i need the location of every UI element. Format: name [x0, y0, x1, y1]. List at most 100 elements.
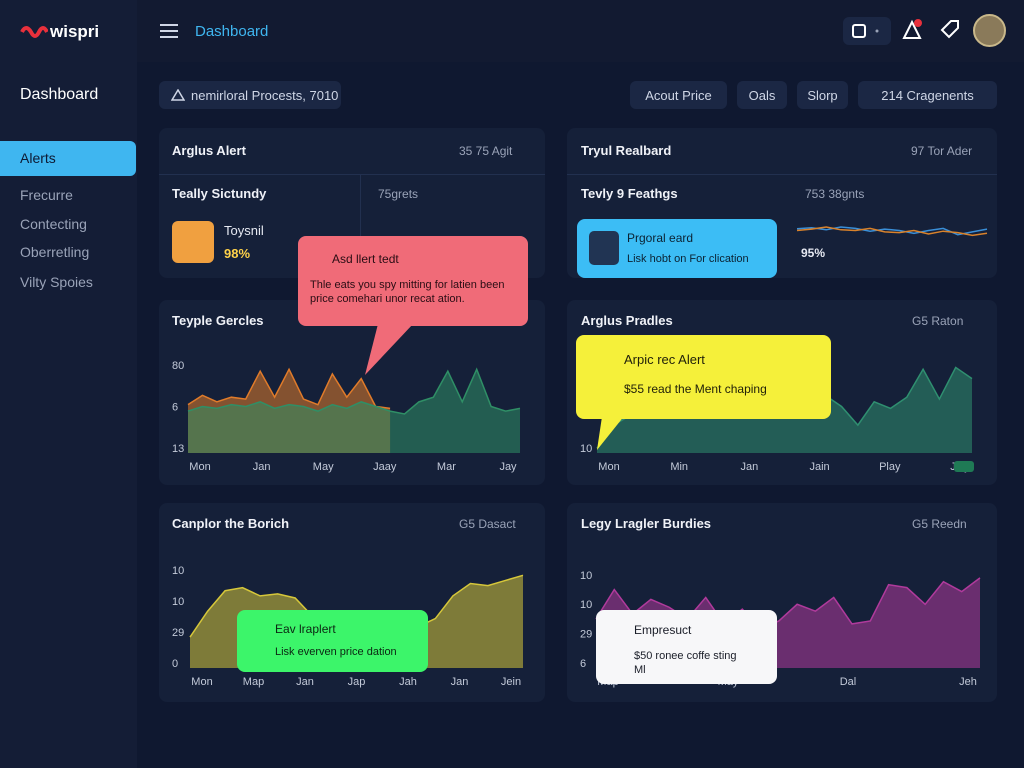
x-tick-label: Min	[670, 461, 688, 473]
panel-title: Canplor the Borich	[172, 516, 290, 531]
x-tick-label: Jan	[296, 676, 314, 688]
person-name: Toysnil	[224, 223, 264, 238]
panel-meta[interactable]: 97 Tor Ader	[911, 144, 973, 158]
popup-title: Eav lraplert	[275, 622, 336, 636]
area-chart: 80 6 13 Mon Jan May Jaay Mar Jay	[172, 360, 521, 473]
chart-panel: Teyple Gercles 80 6 13 Mon Jan May Jaay Mar Jay	[159, 300, 545, 485]
toolbar-button[interactable]: Acout Price	[630, 81, 727, 109]
panel-meta[interactable]: G5 Dasact	[459, 517, 516, 531]
menu-icon[interactable]	[160, 24, 178, 38]
info-card: Prgoral eard Lisk hobt on For clication	[577, 219, 777, 278]
popup-text: Thle eats you spy mitting for latien bee…	[310, 279, 505, 305]
brand: wispri	[50, 22, 100, 41]
nav-item[interactable]: Alerts	[20, 150, 56, 166]
sidebar: wispri Dashboard Alerts Frecurre Contect…	[0, 0, 137, 768]
series-line	[187, 367, 521, 415]
series-line	[595, 577, 981, 630]
y-tick-label: 6	[172, 401, 178, 413]
nav-item[interactable]: Oberretling	[20, 244, 90, 260]
person-percent: 98%	[224, 246, 251, 261]
y-tick-label: 13	[172, 443, 184, 455]
toolbar-button[interactable]: Oals	[737, 81, 787, 109]
alert-popup: Asd llert tedt Thle eats you spy mitting…	[298, 236, 528, 326]
y-tick-label: 10	[172, 565, 184, 577]
section-meta: 753 38gnts	[805, 187, 865, 201]
toggle-icon	[852, 24, 879, 38]
panel-meta[interactable]: G5 Raton	[912, 314, 964, 328]
logo-mark	[20, 26, 48, 38]
series-line	[797, 226, 988, 236]
popup-tail	[365, 324, 413, 375]
series-line	[797, 226, 988, 237]
y-tick-label: 80	[172, 360, 184, 372]
alert-icon[interactable]	[901, 18, 923, 42]
x-tick-label: Jah	[399, 676, 417, 688]
page-title: Dashboard	[195, 23, 269, 40]
chart-panel: Canplor the Borich G5 Dasact 10 10 29 0 Mon M…	[159, 503, 545, 702]
alert-popup: Eav lraplert Lisk everven price dation	[237, 610, 428, 672]
y-tick-label: 0	[172, 658, 178, 670]
panel-meta[interactable]: G5 Reedn	[912, 517, 967, 531]
panel-title: Arglus Pradles	[581, 313, 673, 328]
x-tick-label: Mon	[598, 461, 619, 473]
card-title: Prgoral eard	[627, 231, 694, 245]
section-meta: 75grets	[378, 187, 419, 201]
y-tick-label: 29	[172, 627, 184, 639]
user-avatar[interactable]	[973, 14, 1006, 47]
toggle-button[interactable]	[843, 17, 891, 45]
panel-title: Tryul Realbard	[581, 143, 672, 158]
tag-icon[interactable]	[939, 18, 961, 40]
popup-title: Arpic rec Alert	[624, 352, 705, 367]
y-tick-label: 10	[580, 599, 592, 611]
toolbar-dropdown[interactable]: 214 Cragenents	[858, 81, 997, 109]
popup-title: Asd llert tedt	[332, 252, 399, 266]
panel-title: Legy Lragler Burdies	[581, 516, 712, 531]
popup-tail	[597, 410, 629, 450]
x-tick-label: May	[313, 461, 334, 473]
divider	[159, 174, 545, 175]
popup-title: Empresuct	[634, 623, 692, 637]
x-tick-label: Jain	[810, 461, 830, 473]
x-tick-label: Map	[243, 676, 264, 688]
x-tick-label: Dal	[840, 676, 857, 688]
x-tick-label: Mon	[189, 461, 210, 473]
y-tick-label: 6	[580, 658, 586, 670]
sidebar-heading: Dashboard	[20, 86, 99, 103]
section-title: Tevly 9 Feathgs	[581, 186, 678, 201]
badge	[954, 461, 974, 472]
nav-item[interactable]: Frecurre	[20, 187, 73, 203]
alert-popup: Empresuct $50 ronee coffe sting Ml	[596, 610, 777, 684]
y-tick-label: 10	[580, 443, 592, 455]
series-line	[187, 367, 391, 410]
x-tick-label: Jaay	[373, 461, 397, 473]
divider	[567, 174, 997, 175]
sparkline	[797, 226, 988, 237]
x-tick-label: Jeh	[959, 676, 977, 688]
x-tick-label: Jan	[741, 461, 759, 473]
popup-text: $55 read the Ment chaping	[624, 382, 767, 396]
popup-text: $50 ronee coffe sting Ml	[634, 650, 737, 676]
toolbar-button[interactable]: Slorp	[797, 81, 848, 109]
y-tick-label: 10	[172, 596, 184, 608]
panel-percent: 95%	[801, 246, 826, 260]
person-avatar	[172, 221, 214, 263]
panel-title: Teyple Gercles	[172, 313, 264, 328]
alert-panel: Arglus Alert 35 75 Agit Teally Sictundy …	[159, 128, 545, 278]
panel-title: Arglus Alert	[172, 143, 246, 158]
x-tick-label: Jap	[348, 676, 366, 688]
alert-popup: Arpic rec Alert $55 read the Ment chapin…	[576, 335, 831, 419]
divider	[360, 174, 361, 278]
panel-meta[interactable]: 35 75 Agit	[459, 144, 513, 158]
search-text: nemirloral Procests, 7010	[191, 87, 339, 103]
x-tick-label: Mon	[191, 676, 212, 688]
x-tick-label: Play	[879, 461, 901, 473]
x-tick-label: Jein	[501, 676, 521, 688]
active-nav-bg	[0, 141, 136, 176]
card-text: Lisk hobt on For clication	[627, 253, 749, 265]
search-field[interactable]: nemirloral Procests, 7010	[159, 81, 341, 109]
nav-item[interactable]: Vilty Spoies	[20, 274, 93, 290]
x-tick-label: Jay	[499, 461, 517, 473]
nav-item[interactable]: Contecting	[20, 216, 87, 232]
series-area	[188, 369, 520, 453]
